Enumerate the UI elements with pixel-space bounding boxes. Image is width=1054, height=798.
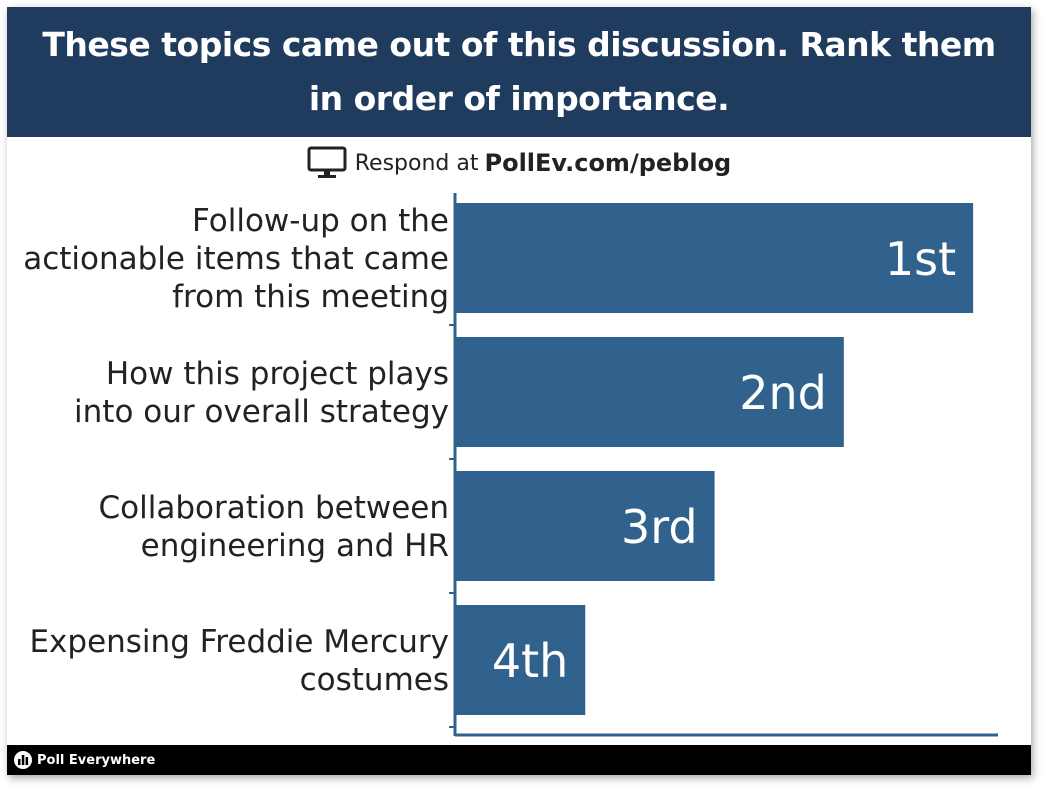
category-label-3: Collaboration between engineering and HR xyxy=(98,490,449,564)
monitor-icon xyxy=(307,146,347,178)
bar-value-label-4: 4th xyxy=(492,634,568,688)
bar-value-label-2: 2nd xyxy=(739,366,827,420)
category-label-4: Expensing Freddie Mercury costumes xyxy=(29,624,449,698)
bar-3 xyxy=(456,471,715,581)
footer-bar: Poll Everywhere xyxy=(7,745,1031,775)
category-label-1: Follow-up on the actionable items that ca… xyxy=(23,203,449,315)
bar-1 xyxy=(456,203,974,313)
footer-brand: Poll Everywhere xyxy=(37,752,156,768)
bar-4 xyxy=(456,605,586,715)
respond-prefix: Respond at xyxy=(354,150,479,176)
poll-question-title: These topics came out of this discussion… xyxy=(42,25,996,118)
poll-slide: These topics came out of this discussion… xyxy=(7,7,1031,775)
poll-header: These topics came out of this discussion… xyxy=(7,7,1031,137)
bar-value-label-3: 3rd xyxy=(621,500,698,554)
respond-instructions: Respond at PollEv.com/peblog xyxy=(7,143,1031,183)
respond-url[interactable]: PollEv.com/peblog xyxy=(484,149,732,177)
ranking-bar-chart: 1st Follow-up on the actionable items that… xyxy=(23,193,998,737)
poll-everywhere-logo-icon xyxy=(14,751,32,769)
category-label-2: How this project plays into our overall s… xyxy=(74,356,449,430)
bar-value-label-1: 1st xyxy=(885,232,956,286)
bar-2 xyxy=(456,337,844,447)
ranking-chart: 1st Follow-up on the actionable items that… xyxy=(7,193,1031,743)
